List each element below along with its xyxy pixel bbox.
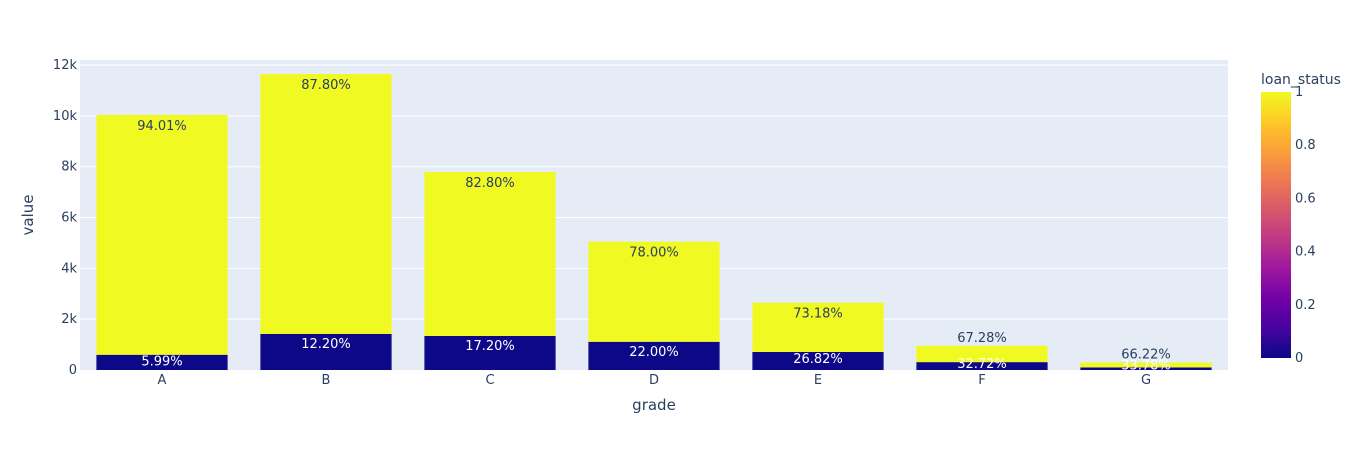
y-tick-label: 2k — [61, 312, 77, 327]
y-tick-label: 0 — [69, 363, 77, 378]
bar-label: 67.28% — [957, 331, 1007, 346]
bar-label: 22.00% — [629, 345, 679, 360]
bar-segment — [260, 73, 392, 334]
colorbar: loan_status 0 0.2 0.4 0.6 0.8 1 — [1261, 72, 1341, 366]
colorbar-tick-label: 0.6 — [1295, 191, 1316, 206]
bar-segment — [588, 241, 720, 342]
colorbar-tick-label: 0 — [1295, 351, 1303, 366]
x-tick-label: C — [485, 373, 494, 388]
bar-segment — [752, 351, 884, 370]
bar-segment — [424, 335, 556, 370]
bar-label: 33.78% — [1121, 359, 1171, 374]
bar-segment — [916, 345, 1048, 363]
y-axis: 0 2k 4k 6k 8k 10k 12k — [53, 58, 78, 378]
bar-label: 17.20% — [465, 339, 515, 354]
x-tick-label: A — [158, 373, 167, 388]
bar-label: 66.22% — [1121, 348, 1171, 363]
x-axis-title: grade — [632, 396, 676, 414]
y-tick-label: 10k — [53, 109, 78, 124]
bar-label: 12.20% — [301, 337, 351, 352]
bar-label: 73.18% — [793, 307, 843, 322]
y-tick-label: 6k — [61, 211, 77, 226]
x-tick-label: E — [814, 373, 822, 388]
y-tick-label: 4k — [61, 261, 77, 276]
bar-label: 82.80% — [465, 176, 515, 191]
colorbar-ticks: 0 0.2 0.4 0.6 0.8 1 — [1295, 85, 1316, 366]
bar-segment — [752, 302, 884, 352]
bar-segment — [1080, 362, 1212, 368]
bar-segment — [916, 362, 1048, 370]
bar-segment — [588, 341, 720, 370]
x-axis: A B C D E F G — [158, 373, 1151, 388]
colorbar-tick-label: 0.8 — [1295, 138, 1316, 153]
colorbar-tick-label: 1 — [1295, 85, 1303, 100]
bar-label: 94.01% — [137, 119, 187, 134]
bar-segment — [260, 333, 392, 370]
colorbar-gradient — [1261, 92, 1291, 358]
colorbar-tick-label: 0.2 — [1295, 298, 1316, 313]
y-tick-label: 8k — [61, 160, 77, 175]
colorbar-title: loan_status — [1261, 72, 1341, 88]
colorbar-tick-label: 0.4 — [1295, 245, 1316, 260]
bar-label: 87.80% — [301, 78, 351, 93]
bar-segment — [96, 354, 228, 370]
x-tick-label: G — [1141, 373, 1151, 388]
bar-label: 26.82% — [793, 352, 843, 367]
bar-segment — [424, 172, 556, 336]
bar-label: 32.72% — [957, 357, 1007, 372]
x-tick-label: D — [649, 373, 659, 388]
bar-labels: 5.99% 94.01% 12.20% 87.80% 17.20% 82.80% 22.00… — [137, 78, 1171, 374]
x-tick-label: B — [322, 373, 331, 388]
bar-segment — [1080, 367, 1212, 370]
y-axis-title: value — [19, 195, 37, 236]
bar-label: 5.99% — [141, 355, 182, 370]
bars — [96, 73, 1212, 370]
bar-segment — [96, 114, 228, 355]
x-tick-label: F — [978, 373, 985, 388]
y-tick-label: 12k — [53, 58, 78, 73]
bar-label: 78.00% — [629, 246, 679, 261]
